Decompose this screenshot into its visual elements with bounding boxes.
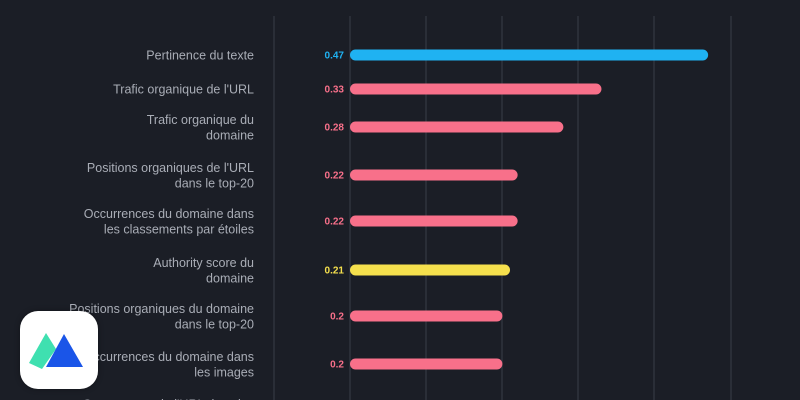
bar <box>350 121 564 133</box>
value-label: 0.28 <box>325 123 345 134</box>
value-label: 0.22 <box>325 217 345 228</box>
category-label-line: les classements par étoiles <box>104 222 254 236</box>
category-label-line: dans le top-20 <box>175 176 254 190</box>
category-label-line: dans le top-20 <box>175 317 254 331</box>
category-label: Trafic organique de l'URL <box>113 83 254 97</box>
bar <box>350 83 602 95</box>
category-label: Occurrences du domaine dans les classemen… <box>84 207 254 237</box>
category-label-line: domaine <box>206 271 254 285</box>
category-label: Positions organiques de l'URL dans le top… <box>87 161 254 191</box>
value-labels: 0.47 0.33 0.28 0.22 0.22 0.21 0.2 0.2 <box>325 51 345 371</box>
bar <box>350 215 518 227</box>
value-label: 0.47 <box>325 51 345 62</box>
category-label-line: Positions organiques du domaine <box>69 302 254 316</box>
value-label: 0.21 <box>325 266 345 277</box>
category-label: Pertinence du texte <box>146 49 254 63</box>
value-label: 0.22 <box>325 171 345 182</box>
category-label-line: Trafic organique de l'URL <box>113 83 254 97</box>
category-label-line: Positions organiques de l'URL <box>87 161 254 175</box>
category-label: Trafic organique du domaine <box>147 113 254 143</box>
category-label: Occurrences du domaine dans les images <box>84 350 254 380</box>
value-label: 0.2 <box>330 312 344 323</box>
bars <box>350 49 709 370</box>
category-label-line: Occurrences du domaine dans <box>84 350 254 364</box>
bar <box>350 264 511 276</box>
category-label: Occurrences de l'URL dans les <box>83 398 254 400</box>
category-labels: Pertinence du texte Trafic organique de l… <box>69 49 254 400</box>
category-label-line: domaine <box>206 128 254 142</box>
value-label: 0.33 <box>325 85 345 96</box>
category-label-line: Authority score du <box>153 256 254 270</box>
category-label: Authority score du domaine <box>153 256 254 286</box>
bar <box>350 310 503 322</box>
publisher-logo-badge <box>20 311 98 389</box>
category-label-line: les images <box>194 365 254 379</box>
bar <box>350 49 709 61</box>
publisher-logo-icon <box>29 333 83 369</box>
bar <box>350 358 503 370</box>
grid-lines <box>273 16 732 400</box>
category-label: Positions organiques du domaine dans le t… <box>69 302 254 332</box>
category-label-line: Occurrences de l'URL dans les <box>83 398 254 400</box>
bar <box>350 169 518 181</box>
category-label-line: Occurrences du domaine dans <box>84 207 254 221</box>
category-label-line: Pertinence du texte <box>146 49 254 63</box>
value-label: 0.2 <box>330 360 344 371</box>
category-label-line: Trafic organique du <box>147 113 254 127</box>
